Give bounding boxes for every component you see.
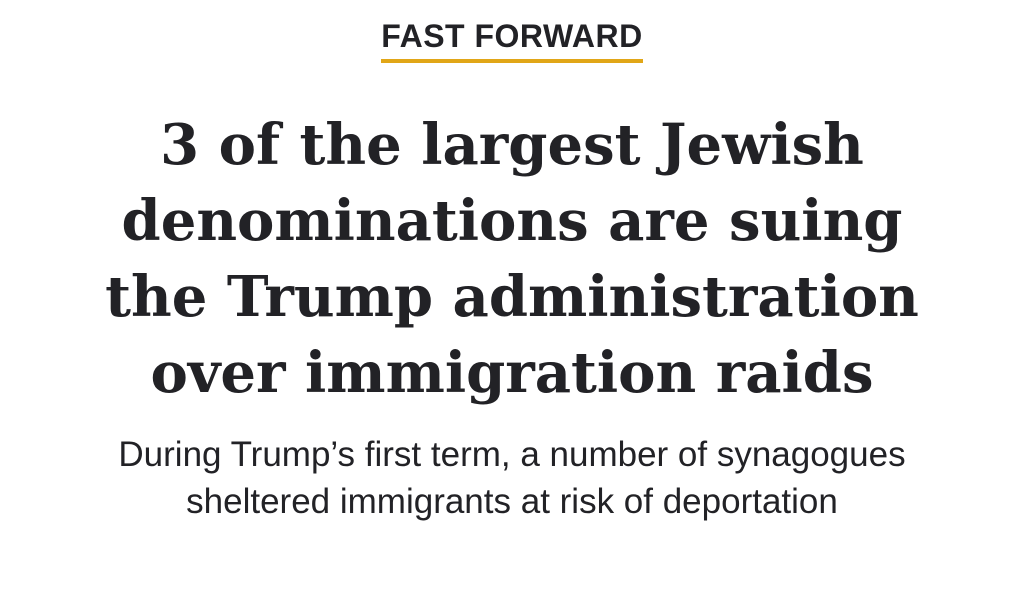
headline: 3 of the largest Jewish denominations ar… (105, 112, 919, 406)
subheadline: During Trump’s first term, a number of s… (118, 435, 906, 521)
section-kicker[interactable]: FAST FORWARD (381, 18, 643, 63)
